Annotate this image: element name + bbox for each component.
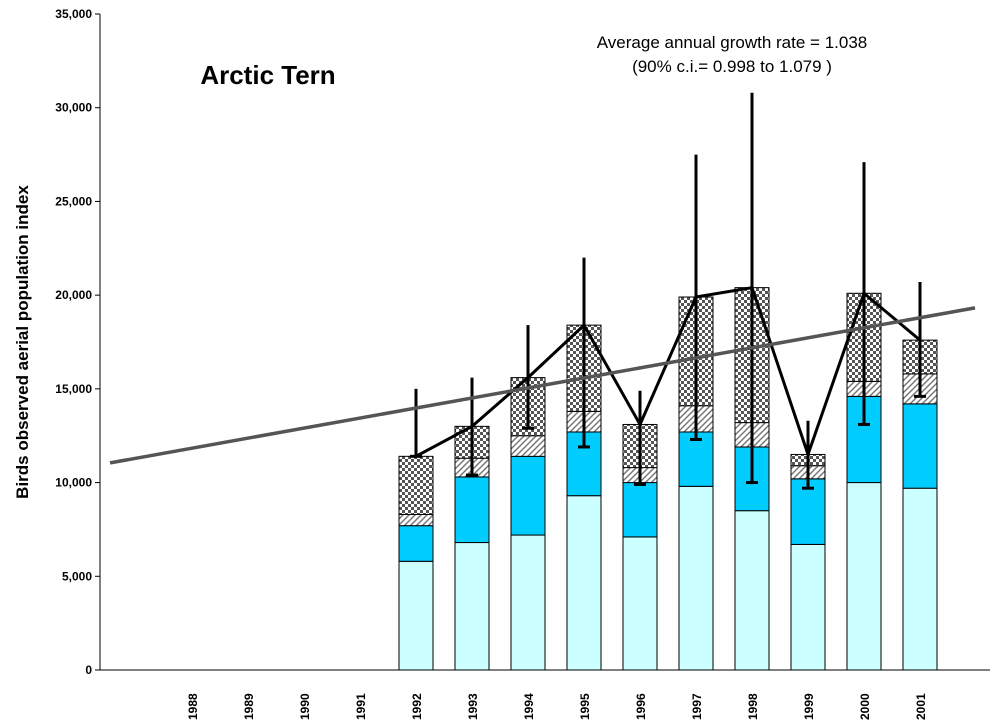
y-tick-label: 10,000 xyxy=(55,476,92,490)
x-tick-label: 1991 xyxy=(354,693,368,720)
bar-segment xyxy=(398,560,434,671)
x-tick-label: 1994 xyxy=(522,693,536,720)
chart-title: Arctic Tern xyxy=(200,60,335,90)
y-tick-label: 35,000 xyxy=(55,7,92,21)
y-tick-label: 15,000 xyxy=(55,382,92,396)
bar-segment xyxy=(678,431,714,487)
bar-segment xyxy=(678,485,714,671)
annotation: Average annual growth rate = 1.038 xyxy=(597,33,867,52)
x-tick-label: 1989 xyxy=(242,693,256,720)
x-tick-label: 2001 xyxy=(914,693,928,720)
x-tick-label: 1998 xyxy=(746,693,760,720)
bar-segment xyxy=(454,542,490,671)
x-tick-label: 1995 xyxy=(578,693,592,720)
x-tick-label: 1990 xyxy=(298,693,312,720)
x-tick-label: 1992 xyxy=(410,693,424,720)
bar-segment xyxy=(734,510,770,671)
y-tick-label: 5,000 xyxy=(62,569,92,583)
x-tick-label: 1999 xyxy=(802,693,816,720)
bar-segment xyxy=(510,534,546,671)
bar-segment xyxy=(398,455,434,515)
y-tick-label: 20,000 xyxy=(55,288,92,302)
bar-segment xyxy=(398,513,434,527)
y-tick-label: 0 xyxy=(85,663,92,677)
bar-segment xyxy=(790,543,826,671)
bar-segment xyxy=(398,525,434,562)
x-tick-label: 1988 xyxy=(186,693,200,720)
y-tick-label: 25,000 xyxy=(55,194,92,208)
x-tick-label: 1993 xyxy=(466,693,480,720)
bar-segment xyxy=(566,495,602,671)
x-tick-label: 1997 xyxy=(690,693,704,720)
bar-segment xyxy=(846,482,882,671)
x-tick-label: 2000 xyxy=(858,693,872,720)
total-line xyxy=(415,285,921,460)
bar-segment xyxy=(454,476,490,544)
x-tick-label: 1996 xyxy=(634,693,648,720)
bar-segment xyxy=(510,435,546,457)
bar-segment xyxy=(510,455,546,536)
annotation: (90% c.i.= 0.998 to 1.079 ) xyxy=(632,57,832,76)
bar-segment xyxy=(622,482,658,538)
trend-line xyxy=(109,306,976,465)
bar-segment xyxy=(902,403,938,489)
bar-segment xyxy=(622,536,658,671)
bar-segment xyxy=(902,487,938,671)
y-axis-label: Birds observed aerial population index xyxy=(13,185,32,499)
bar-segment xyxy=(790,478,826,545)
y-tick-label: 30,000 xyxy=(55,101,92,115)
